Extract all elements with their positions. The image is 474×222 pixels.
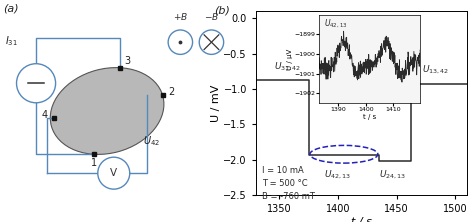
Text: $U_{13,42}$: $U_{13,42}$ bbox=[422, 64, 449, 76]
Text: V: V bbox=[110, 168, 118, 178]
Circle shape bbox=[98, 157, 130, 189]
Circle shape bbox=[17, 64, 55, 103]
Y-axis label: U / mV: U / mV bbox=[210, 85, 220, 122]
Text: 2: 2 bbox=[168, 87, 174, 97]
Text: $U_{24,13}$: $U_{24,13}$ bbox=[379, 168, 407, 181]
Text: $U_{42}$: $U_{42}$ bbox=[143, 134, 160, 148]
Text: (a): (a) bbox=[3, 3, 19, 13]
Text: $U_{42,13}$: $U_{42,13}$ bbox=[324, 168, 352, 181]
Text: $U_{31,42}$: $U_{31,42}$ bbox=[273, 61, 301, 73]
Text: $+B$: $+B$ bbox=[173, 11, 188, 22]
Text: $I_{31}$: $I_{31}$ bbox=[5, 34, 18, 48]
Text: $-B$: $-B$ bbox=[204, 11, 219, 22]
Ellipse shape bbox=[50, 68, 164, 154]
Text: I = 10 mA
T = 500 °C
B = -760 mT: I = 10 mA T = 500 °C B = -760 mT bbox=[262, 166, 315, 201]
Text: 3: 3 bbox=[124, 56, 130, 66]
Text: 4: 4 bbox=[41, 110, 47, 121]
X-axis label: t / s: t / s bbox=[351, 217, 372, 222]
Text: (b): (b) bbox=[214, 6, 229, 16]
Text: 1: 1 bbox=[91, 158, 97, 168]
